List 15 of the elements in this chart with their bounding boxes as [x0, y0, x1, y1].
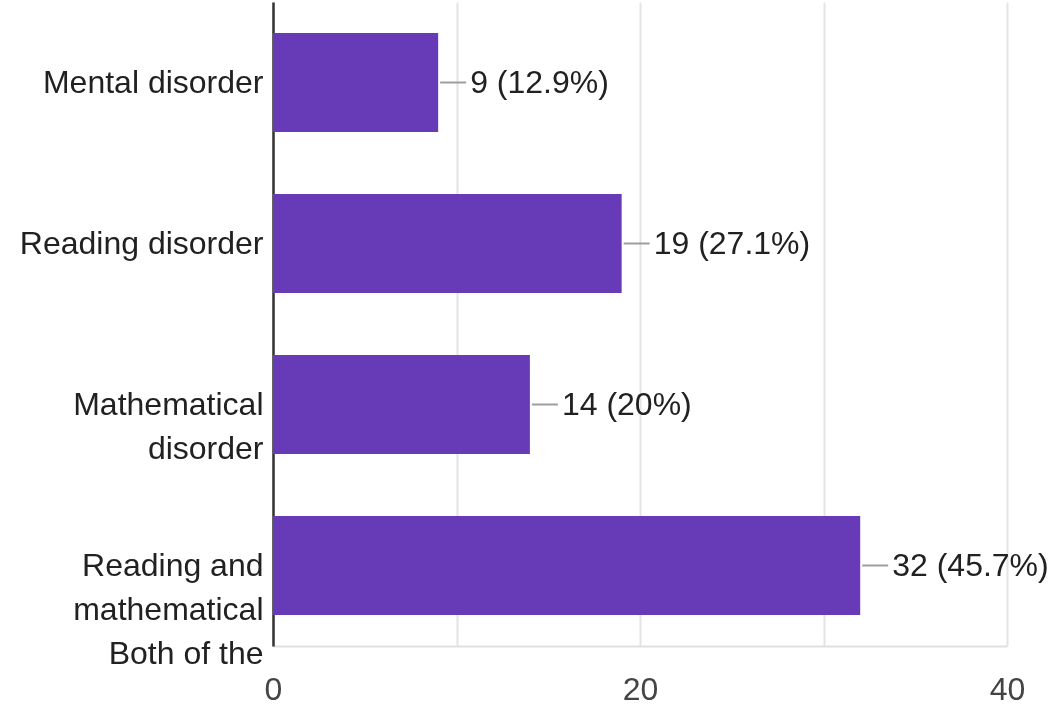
x-tick-label: 40 — [989, 670, 1026, 707]
y-tick-label: Reading and mathematical Both of the — [73, 546, 264, 671]
bar — [273, 354, 530, 455]
bar — [273, 32, 439, 133]
bar — [273, 193, 622, 294]
bar — [273, 515, 861, 616]
y-tick-label: Mental disorder — [42, 63, 264, 100]
data-label: 14 (20%) — [561, 385, 692, 422]
x-tick-label: 0 — [264, 670, 283, 707]
data-label: 32 (45.7%) — [892, 546, 1049, 583]
data-label: 9 (12.9%) — [470, 63, 609, 100]
data-label: 19 (27.1%) — [653, 224, 811, 261]
x-tick-label: 20 — [622, 670, 659, 707]
y-tick-label: Reading disorder — [19, 224, 264, 261]
y-tick-label: Mathematical disorder — [73, 385, 264, 466]
